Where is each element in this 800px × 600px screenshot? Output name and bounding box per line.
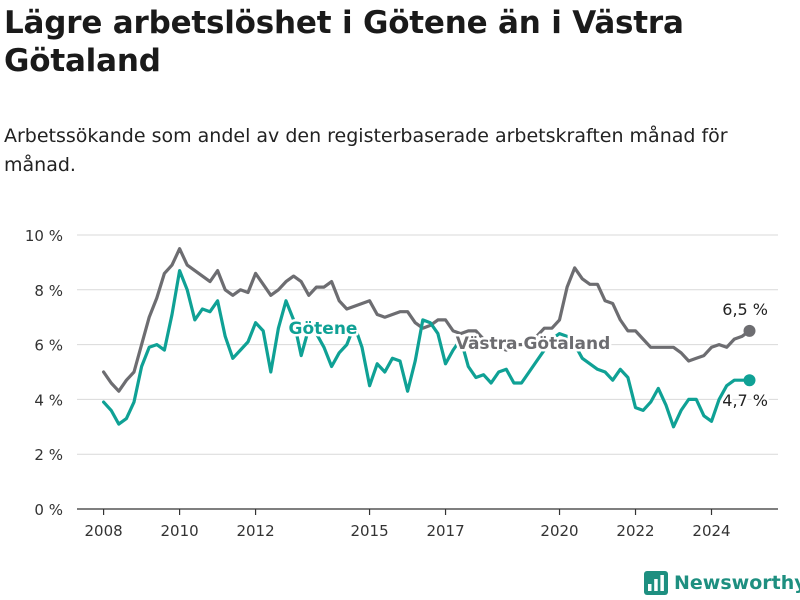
- x-tick-label: 2008: [85, 522, 123, 540]
- y-tick-label: 2 %: [34, 446, 63, 464]
- x-tick-label: 2010: [160, 522, 198, 540]
- gridlines: 0 % 2 % 4 % 6 % 8 % 10 %: [25, 227, 778, 519]
- end-point-gotene: [743, 374, 756, 387]
- y-tick-label: 10 %: [25, 227, 63, 245]
- bar-chart-icon: [644, 571, 668, 595]
- chart-title: Lägre arbetslöshet i Götene än i Västra …: [4, 5, 684, 79]
- series-line-vastra-gotaland: [102, 247, 752, 393]
- series-lines: [102, 247, 756, 429]
- end-value-label-vastra-gotaland: 6,5 %: [722, 300, 768, 319]
- y-tick-label: 0 %: [34, 501, 63, 519]
- end-point-vastra-gotaland: [743, 324, 756, 337]
- x-tick-label: 2012: [236, 522, 274, 540]
- x-tick-label: 2024: [692, 522, 730, 540]
- series-line-gotene: [102, 269, 752, 429]
- brand-name: Newsworthy: [674, 572, 800, 594]
- x-tick-label: 2015: [350, 522, 388, 540]
- series-labels: 6,5 % 4,7 % Götene Västra Götaland: [286, 298, 770, 413]
- x-tick-label: 2020: [540, 522, 578, 540]
- series-label-vastra-gotaland: Västra Götaland: [456, 334, 611, 354]
- newsworthy-logo: Newsworthy: [644, 568, 800, 598]
- y-tick-label: 4 %: [34, 391, 63, 409]
- chart-subtitle: Arbetssökande som andel av den registerb…: [4, 125, 728, 176]
- x-tick-label: 2022: [616, 522, 654, 540]
- x-axis: 2008 2010 2012 2015 2017 2020 2022 2024: [85, 509, 731, 540]
- x-tick-label: 2017: [426, 522, 464, 540]
- end-value-label-gotene: 4,7 %: [722, 391, 768, 410]
- series-label-gotene: Götene: [289, 319, 358, 339]
- y-tick-label: 6 %: [34, 337, 63, 355]
- y-tick-label: 8 %: [34, 282, 63, 300]
